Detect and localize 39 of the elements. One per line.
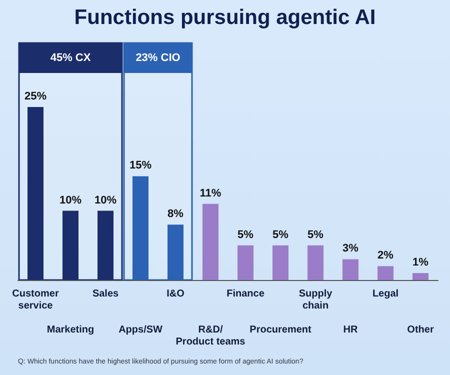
x-tick-label: Finance [226, 288, 265, 300]
band-label: 23% CIO [136, 52, 181, 64]
x-tick-label: Marketing [46, 324, 94, 336]
bar [98, 210, 114, 280]
x-tick-label: Legal [372, 288, 399, 300]
bar [62, 210, 78, 280]
bar [378, 266, 394, 280]
x-tick-label: Supply chain [298, 288, 333, 312]
data-label: 5% [238, 228, 254, 241]
chart-title: Functions pursuing agentic AI [74, 6, 376, 29]
bar [308, 245, 324, 280]
x-tick-label: Customer service [12, 288, 59, 312]
data-label: 5% [308, 228, 324, 241]
data-label: 25% [24, 90, 47, 102]
data-label: 15% [129, 160, 152, 172]
data-label: 10% [94, 194, 117, 206]
bar [238, 245, 254, 280]
x-tick-label: Apps/SW [118, 324, 164, 336]
data-label: 3% [342, 242, 359, 255]
bar [272, 245, 288, 280]
x-tick-label: I&O [166, 288, 185, 300]
bar [28, 107, 44, 280]
data-label: 8% [168, 208, 184, 220]
bar [412, 273, 428, 280]
data-label: 1% [412, 256, 429, 269]
data-label: 5% [272, 228, 289, 241]
bar [342, 259, 358, 280]
x-tick-label: HR [343, 324, 358, 336]
data-label: 11% [200, 187, 222, 200]
x-tick-label: Other [407, 324, 434, 336]
x-tick-label: Procurement [250, 324, 312, 336]
data-label: 10% [59, 194, 82, 206]
x-tick-label: R&D/ Product teams [176, 324, 246, 348]
band-label: 45% CX [50, 52, 92, 64]
x-tick-label: Sales [92, 288, 119, 300]
bar [168, 224, 184, 280]
data-label: 2% [378, 250, 394, 262]
bar [202, 204, 218, 280]
bar [132, 176, 148, 280]
